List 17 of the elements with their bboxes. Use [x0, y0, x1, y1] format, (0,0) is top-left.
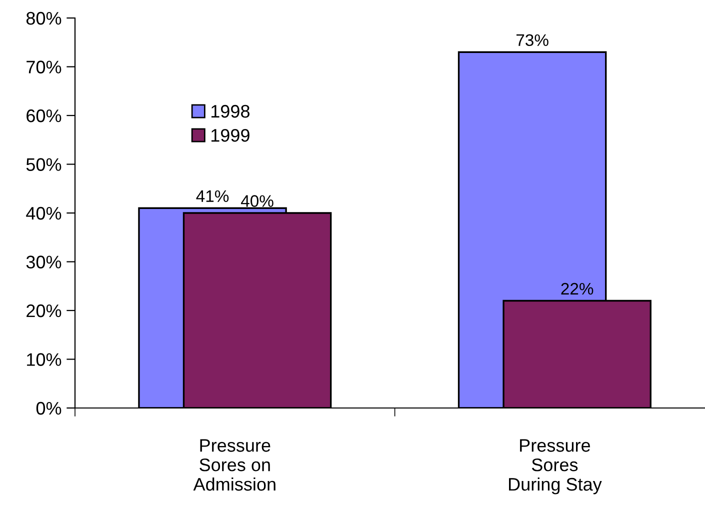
y-tick-label: 80%: [26, 12, 62, 25]
data-label: 41%: [196, 190, 229, 202]
data-label: 22%: [561, 282, 594, 295]
legend-label: 1998: [211, 104, 250, 118]
y-tick-label: 30%: [26, 256, 62, 268]
y-tick-label: 50%: [26, 158, 62, 171]
x-tick-label: Pressure Sores During Stay: [509, 439, 602, 494]
y-tick-label: 60%: [26, 109, 62, 122]
data-label: 73%: [516, 34, 548, 46]
y-tick-label: 70%: [26, 60, 62, 74]
y-tick-label: 20%: [26, 304, 62, 318]
y-tick-label: 10%: [27, 353, 62, 366]
y-tick-label: 40%: [26, 206, 62, 220]
y-tick-label: 0%: [36, 402, 62, 415]
data-label: 40%: [240, 195, 274, 207]
legend-label: 1999: [211, 128, 250, 142]
x-tick-label: Pressure Sores on Admission: [193, 439, 276, 491]
